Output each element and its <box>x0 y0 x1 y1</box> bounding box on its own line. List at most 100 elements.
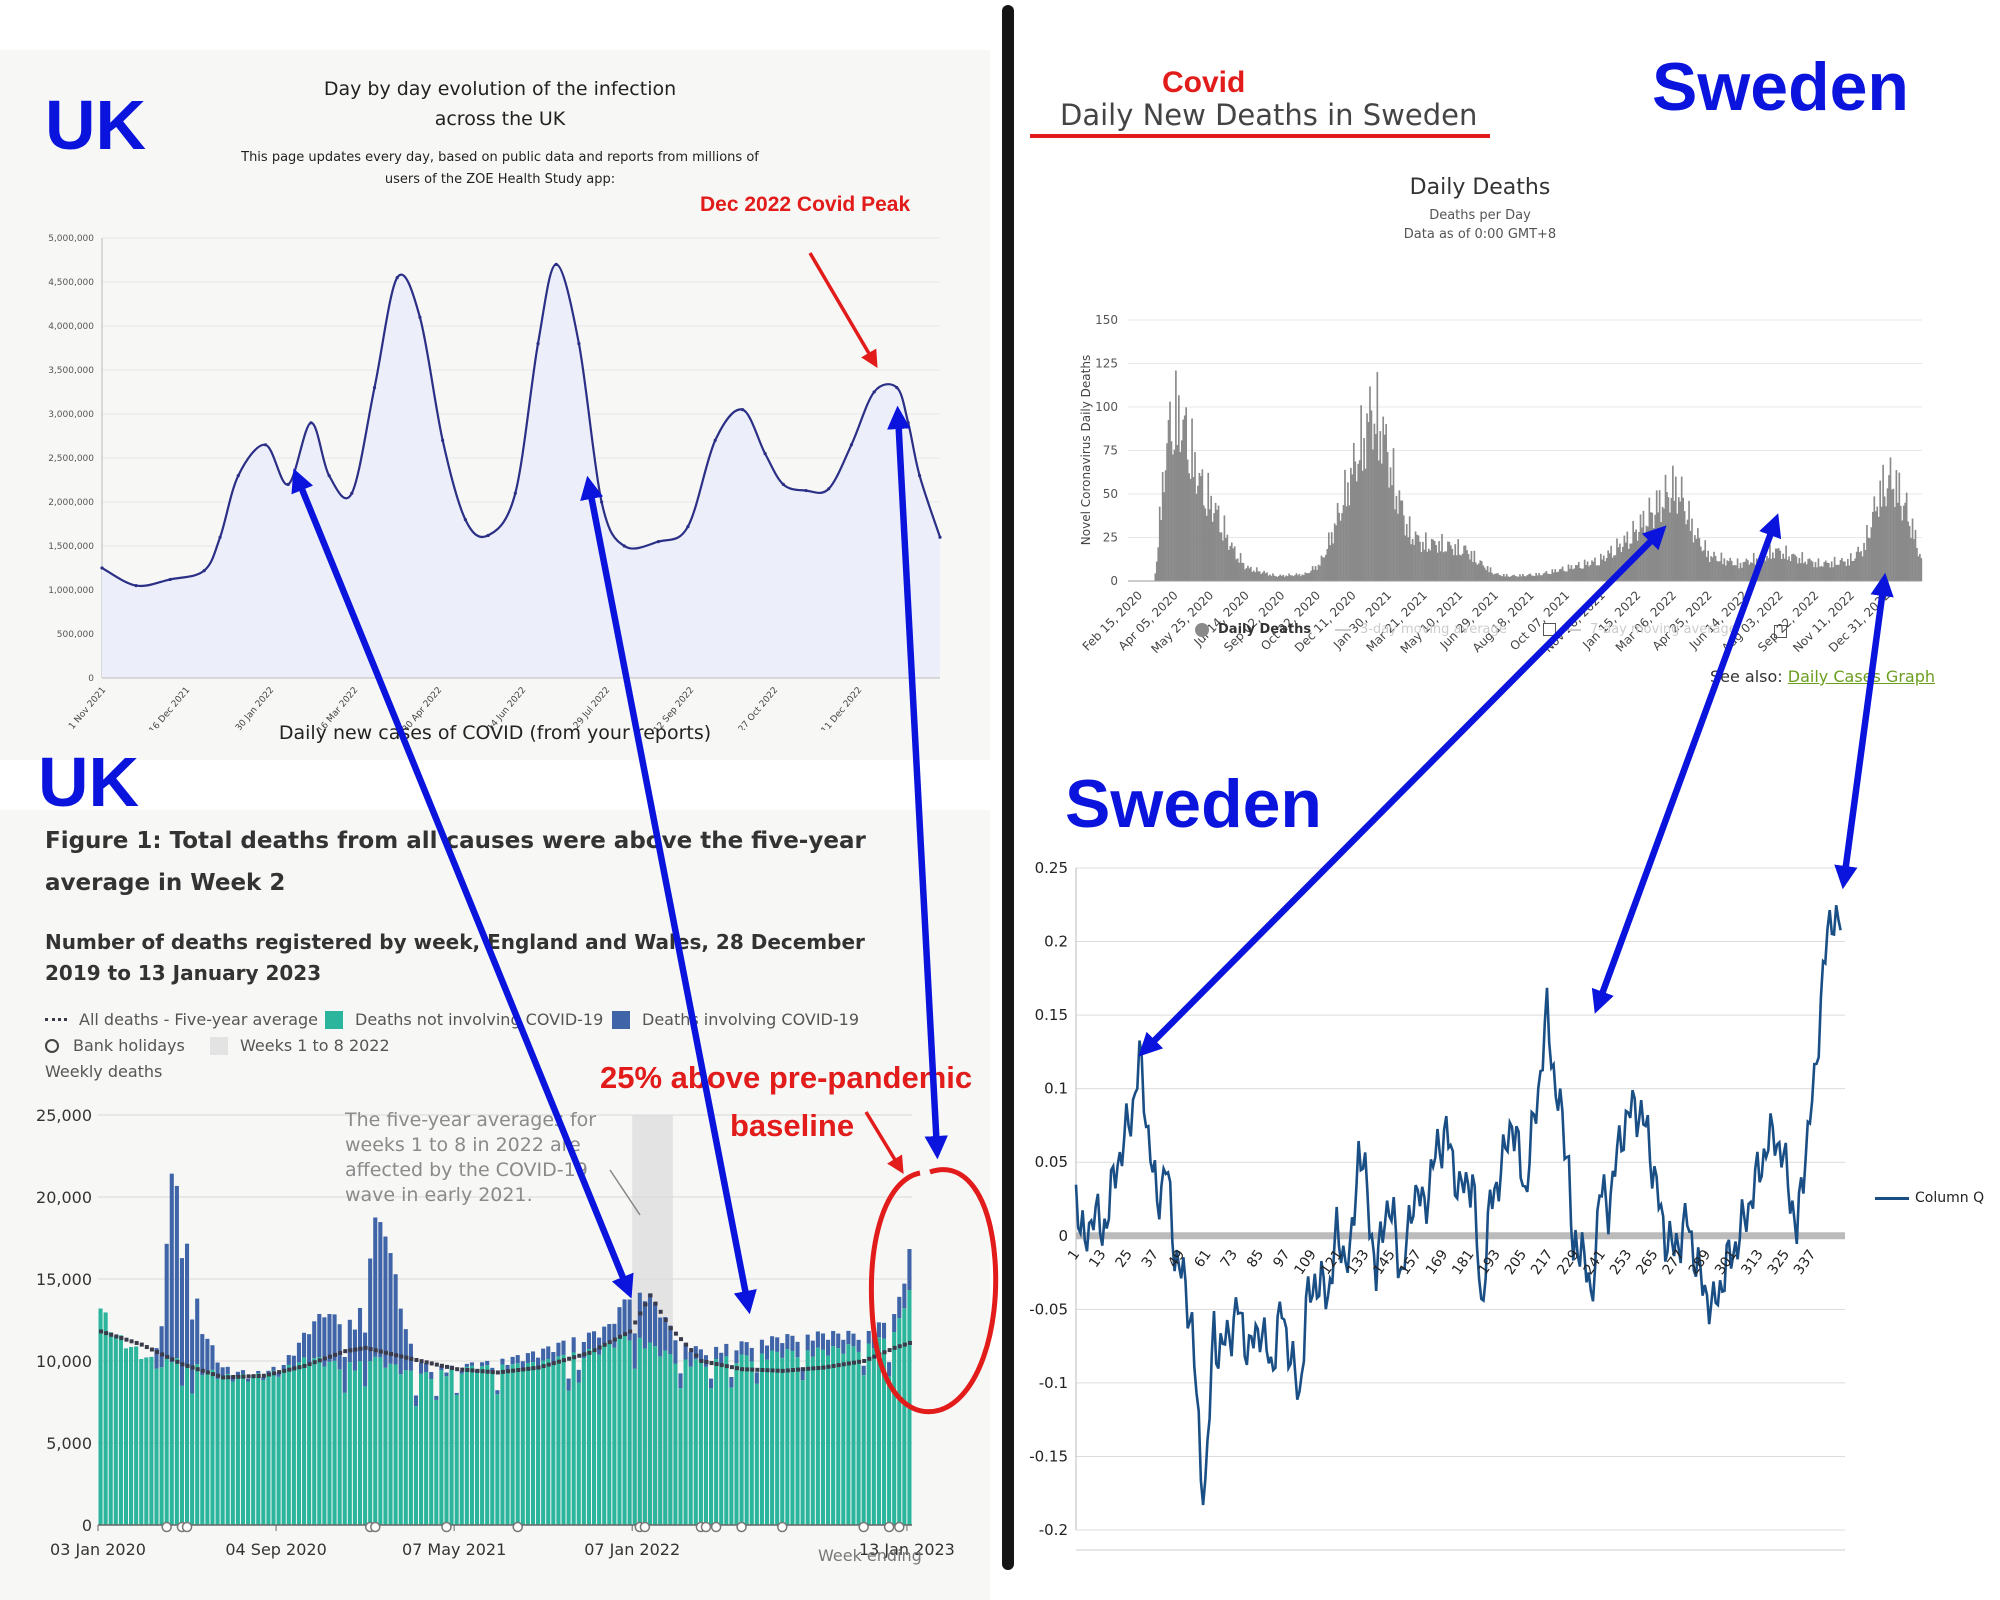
bar-daily-death <box>1819 566 1821 581</box>
bar-covid <box>332 1314 337 1361</box>
y-tick-label: 0 <box>1058 1227 1068 1245</box>
bar-daily-death <box>1304 572 1307 581</box>
bar-daily-death <box>1492 574 1495 581</box>
bar-daily-death <box>1280 575 1283 581</box>
uk-label-top: UK <box>45 86 147 164</box>
average-marker <box>185 1363 190 1368</box>
average-marker <box>144 1345 149 1350</box>
bar-daily-death <box>1679 501 1682 581</box>
legend-3-day-average[interactable]: 3-day moving average <box>1335 622 1507 637</box>
daily-cases-graph-link[interactable]: Daily Cases Graph <box>1787 667 1936 686</box>
bar-daily-death <box>1832 567 1834 581</box>
average-marker <box>495 1370 500 1375</box>
bar-daily-death <box>1835 564 1837 581</box>
data-point <box>236 474 240 478</box>
bar-daily-death <box>1435 545 1437 581</box>
bar-not-covid <box>261 1379 266 1525</box>
x-tick-label: 313 <box>1738 1247 1766 1278</box>
checkbox[interactable] <box>1774 625 1787 638</box>
bar-covid <box>581 1341 586 1358</box>
bar-daily-death <box>1464 545 1467 581</box>
bar-daily-death <box>1607 550 1610 581</box>
ons-figure-title-1: Figure 1: Total deaths from all causes w… <box>45 828 866 854</box>
bar-daily-death <box>1701 551 1704 581</box>
bar-daily-death <box>1770 558 1773 581</box>
data-point <box>686 525 690 529</box>
bar-covid <box>485 1360 490 1366</box>
sweden-column-q-panel: -0.2 -0.15 -0.1 -0.05 0 0.05 0.1 0.15 0.2 0.25 1 13… <box>1020 760 2000 1600</box>
bar-daily-death <box>1408 516 1411 581</box>
bar-daily-death <box>1155 561 1158 581</box>
average-marker <box>134 1340 139 1345</box>
bar-not-covid <box>632 1368 637 1525</box>
average-marker <box>643 1302 648 1307</box>
data-point <box>554 262 558 266</box>
bar-not-covid <box>357 1361 363 1525</box>
average-marker <box>729 1365 734 1370</box>
bar-daily-death <box>1370 410 1373 581</box>
bar-daily-death <box>1494 573 1496 581</box>
average-marker <box>455 1367 460 1372</box>
average-marker <box>689 1348 694 1353</box>
bar-daily-death <box>1639 514 1642 581</box>
bar-daily-death <box>1479 560 1482 581</box>
average-marker <box>241 1374 246 1379</box>
checkbox[interactable] <box>1543 623 1556 636</box>
bar-covid <box>347 1319 352 1363</box>
bar-daily-death <box>1227 549 1230 581</box>
bar-covid <box>805 1334 810 1351</box>
bar-daily-death <box>1855 551 1858 581</box>
legend-7-day-average[interactable]: 7-day moving average <box>1543 622 1737 637</box>
x-tick-label: 37 <box>1139 1247 1162 1271</box>
bar-not-covid <box>703 1366 708 1525</box>
bar-daily-death <box>1814 562 1817 581</box>
bar-daily-death <box>1630 543 1633 581</box>
bar-daily-death <box>1472 562 1474 581</box>
sweden-deaths-bar-chart: 0 25 50 75 100 125 150 Novel Coronavirus Daily … <box>1079 313 1923 655</box>
average-marker <box>836 1363 841 1368</box>
bar-not-covid <box>174 1358 179 1525</box>
bar-daily-death <box>1325 554 1327 581</box>
bar-not-covid <box>871 1348 876 1525</box>
bar-daily-death <box>1652 528 1655 581</box>
bar-daily-death <box>1797 563 1799 581</box>
y-tick-label: 5,000 <box>46 1434 92 1453</box>
bar-covid <box>439 1365 444 1371</box>
average-marker <box>673 1331 678 1336</box>
bar-not-covid <box>373 1356 378 1525</box>
bar-daily-death <box>1277 575 1280 581</box>
bar-not-covid <box>617 1336 622 1525</box>
bar-daily-death <box>1670 497 1673 581</box>
bar-daily-death <box>1327 532 1330 581</box>
bar-covid <box>749 1347 754 1362</box>
bar-daily-death <box>1451 548 1454 581</box>
bar-not-covid <box>169 1362 174 1525</box>
average-marker <box>714 1362 719 1367</box>
bar-daily-death <box>1638 531 1640 581</box>
bar-daily-death <box>1352 442 1355 581</box>
bar-not-covid <box>897 1318 902 1525</box>
bar-covid <box>617 1307 622 1337</box>
bar-covid <box>688 1351 693 1367</box>
bar-daily-death <box>1744 561 1746 581</box>
bar-covid <box>215 1362 220 1379</box>
average-marker <box>246 1374 251 1379</box>
bar-daily-death <box>1792 553 1795 581</box>
average-marker <box>470 1368 475 1373</box>
y-tick-label: 5,000,000 <box>48 234 94 244</box>
bar-not-covid <box>770 1350 775 1525</box>
average-marker <box>292 1366 297 1371</box>
bar-daily-death <box>1752 552 1755 581</box>
bar-daily-death <box>1699 546 1702 581</box>
average-marker <box>338 1351 343 1356</box>
legend-daily-deaths[interactable]: Daily Deaths <box>1195 622 1311 637</box>
bar-not-covid <box>887 1376 892 1525</box>
series-line <box>101 263 942 588</box>
average-marker <box>826 1364 831 1369</box>
average-marker <box>480 1369 485 1374</box>
bar-daily-death <box>1367 422 1370 581</box>
bar-daily-death <box>1597 565 1599 581</box>
data-point <box>906 421 910 425</box>
bar-not-covid <box>149 1356 154 1525</box>
bar-covid <box>276 1372 281 1377</box>
